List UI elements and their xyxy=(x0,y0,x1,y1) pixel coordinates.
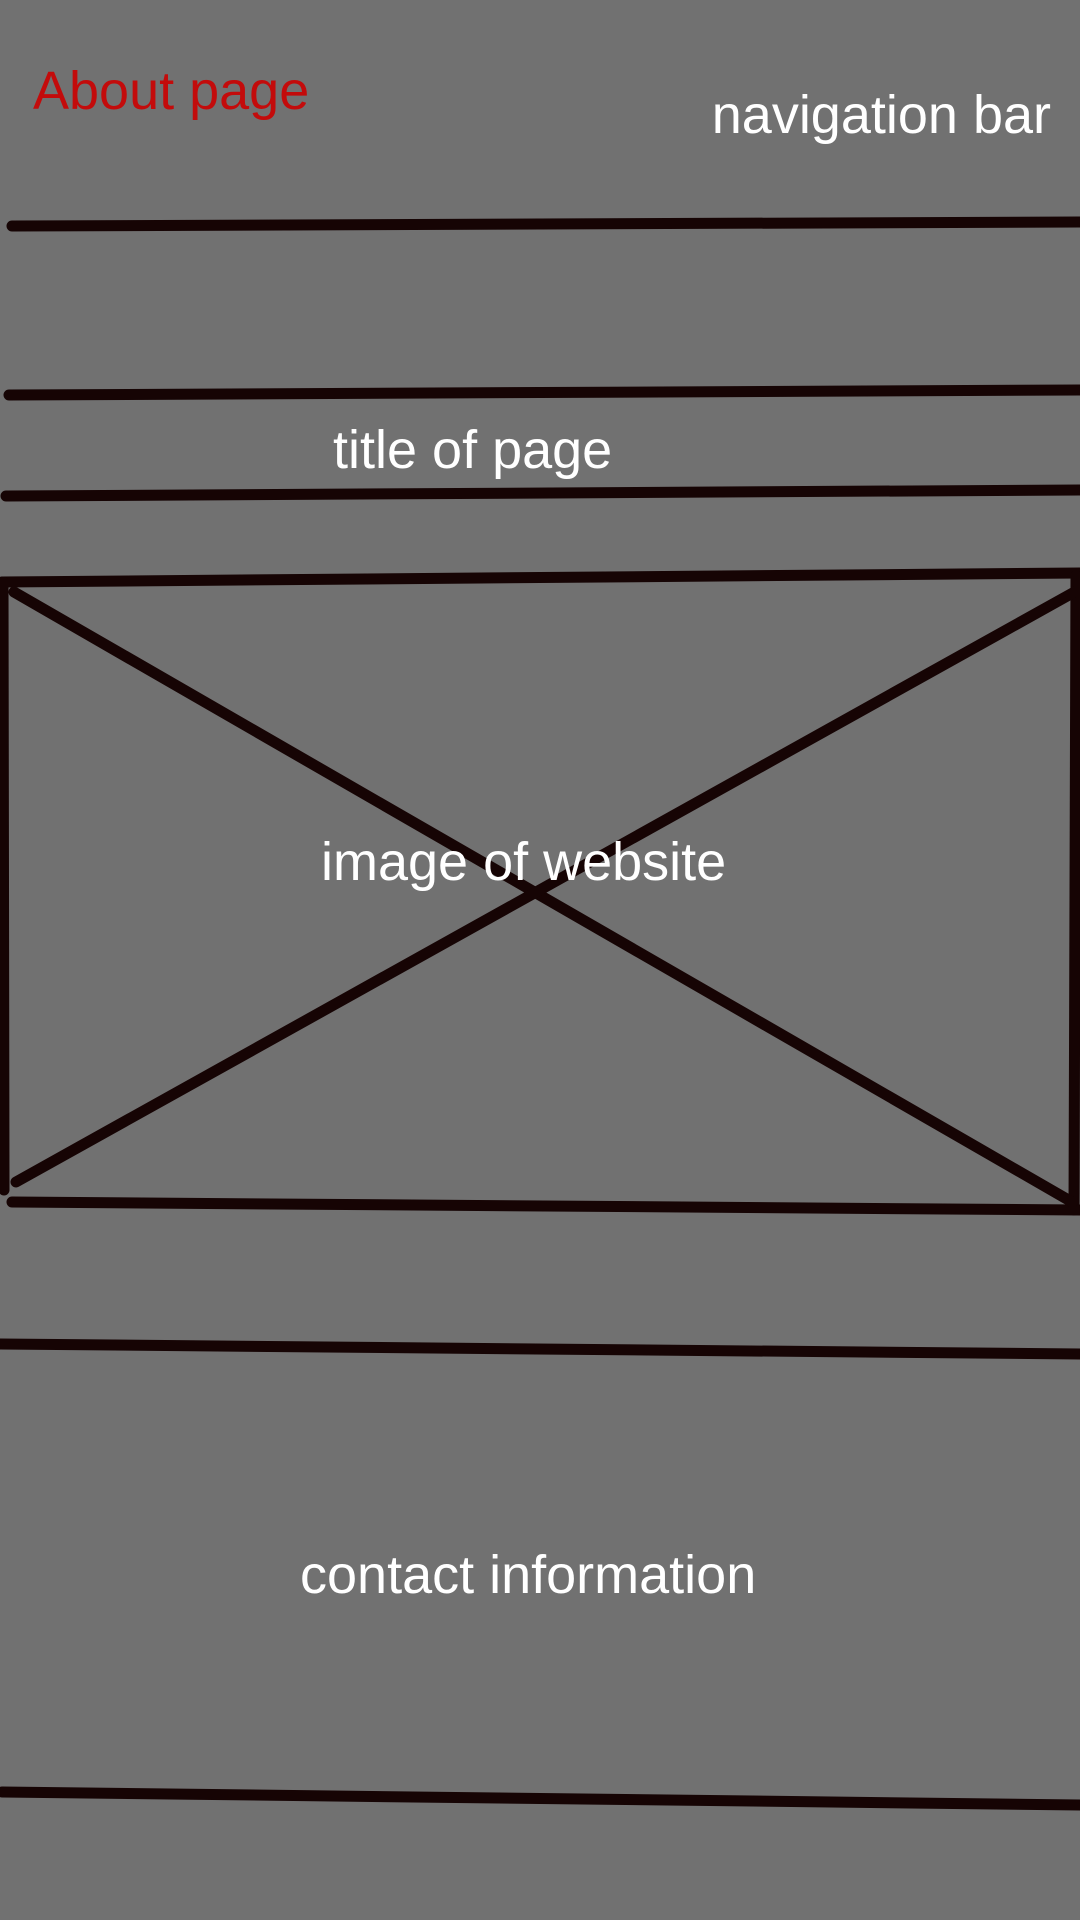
title-top-line xyxy=(3,384,1080,401)
image-box-right xyxy=(1068,570,1080,1216)
image-box-left xyxy=(0,576,10,1196)
image-placeholder-label: image of website xyxy=(321,832,727,892)
contact-bottom-line xyxy=(0,1786,1080,1811)
title-bottom-line xyxy=(0,484,1080,502)
image-box-bottom xyxy=(6,1196,1080,1216)
page-heading: About page xyxy=(33,61,310,121)
image-cross-line-1 xyxy=(8,586,1078,1208)
contact-top-line xyxy=(0,1338,1080,1360)
image-cross-line-2 xyxy=(10,584,1080,1188)
nav-divider-line xyxy=(6,216,1080,232)
image-box-top xyxy=(0,567,1080,588)
page-title-label: title of page xyxy=(333,420,613,480)
contact-information-label: contact information xyxy=(300,1545,757,1605)
navigation-bar-label: navigation bar xyxy=(711,85,1051,145)
